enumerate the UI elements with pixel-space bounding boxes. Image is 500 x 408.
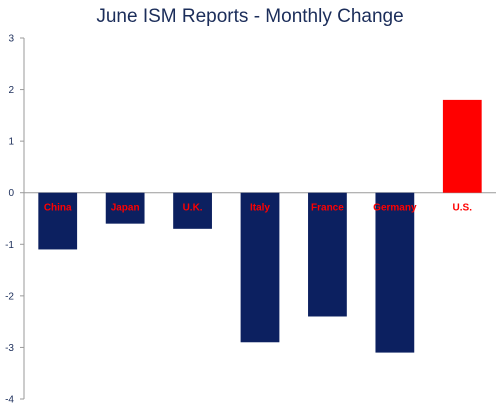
- bar-germany: [375, 192, 415, 353]
- category-labels: China Japan U.K. Italy France Germany U.S.: [44, 203, 472, 214]
- y-tick-label: -4: [5, 395, 14, 406]
- y-tick-label: -1: [5, 240, 14, 251]
- chart-title: June ISM Reports - Monthly Change: [96, 6, 403, 27]
- bar-u-k: [173, 192, 212, 229]
- bar-china: [38, 192, 78, 250]
- category-label: Italy: [250, 203, 270, 214]
- y-axis-ticks: 3 2 1 0 -1 -2 -3 -4: [5, 34, 24, 406]
- bar-france: [308, 192, 347, 317]
- bar-series: [38, 99, 482, 353]
- bar-japan: [105, 192, 145, 224]
- y-tick-label: 3: [8, 34, 14, 45]
- bar-italy: [240, 192, 280, 343]
- bar-u-s: [442, 99, 482, 193]
- category-label: France: [311, 203, 344, 214]
- category-label: Germany: [373, 203, 417, 214]
- y-tick-label: 0: [8, 188, 14, 199]
- y-tick-label: 1: [8, 137, 14, 148]
- category-label: U.K.: [183, 203, 203, 214]
- category-label: U.S.: [453, 203, 473, 214]
- category-label: China: [44, 203, 72, 214]
- y-tick-label: 2: [8, 85, 14, 96]
- y-tick-label: -3: [5, 343, 14, 354]
- y-tick-label: -2: [5, 291, 14, 302]
- category-label: Japan: [111, 203, 140, 214]
